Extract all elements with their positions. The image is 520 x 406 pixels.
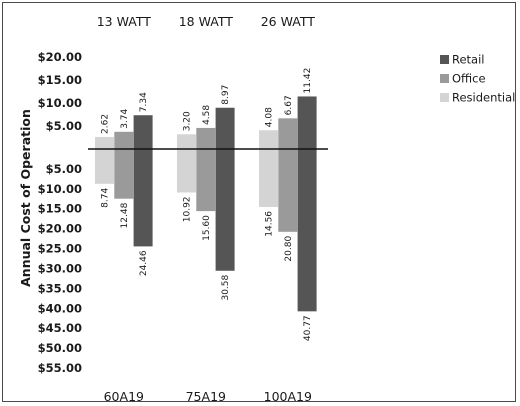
data-label-retail-75a19-negative: 30.58 xyxy=(221,274,231,300)
y-tick-label: $20.00 xyxy=(38,50,82,64)
wattage-labels: 13 WATT 18 WATT 26 WATT xyxy=(97,14,316,29)
category-label-75a19: 75A19 xyxy=(186,389,226,404)
data-label-office-75a19-negative: 15.60 xyxy=(202,215,212,241)
bar-retail-75a19-positive xyxy=(215,107,235,149)
legend-label-office: Office xyxy=(452,72,486,86)
legend-label-residential: Residential xyxy=(452,91,515,105)
y-tick-label: $40.00 xyxy=(38,301,82,315)
bar-office-60a19-positive xyxy=(114,131,134,149)
y-tick-label: $25.00 xyxy=(38,242,82,256)
data-label-retail-100a19-positive: 11.42 xyxy=(303,68,313,94)
data-label-office-60a19-positive: 3.74 xyxy=(120,108,130,128)
data-label-office-75a19-positive: 4.58 xyxy=(202,105,212,125)
data-labels: 2.62 8.74 3.20 10.92 4.08 14.56 3.74 12.48 4.58 1… xyxy=(101,68,314,341)
category-labels: 60A19 75A19 100A19 xyxy=(104,389,312,404)
bar-retail-60a19-negative xyxy=(133,149,153,247)
chart-frame xyxy=(2,2,516,402)
bar-residential-60a19-negative xyxy=(95,149,114,184)
bar-retail-100a19-positive xyxy=(297,96,317,149)
data-label-residential-100a19-positive: 4.08 xyxy=(265,107,275,127)
y-tick-label: $55.00 xyxy=(38,361,82,375)
y-axis-label: Annual Cost of Operation xyxy=(18,109,33,287)
data-label-residential-75a19-positive: 3.20 xyxy=(183,111,193,131)
bar-residential-100a19-negative xyxy=(259,149,278,207)
legend-swatch-retail xyxy=(440,55,449,64)
legend-label-retail: Retail xyxy=(452,53,485,67)
data-label-retail-60a19-positive: 7.34 xyxy=(139,92,149,112)
bar-office-75a19-negative xyxy=(196,149,216,212)
y-tick-label: $45.00 xyxy=(38,321,82,335)
y-tick-label: $20.00 xyxy=(38,222,82,236)
y-tick-label: $30.00 xyxy=(38,261,82,275)
data-label-retail-60a19-negative: 24.46 xyxy=(139,250,149,276)
bar-office-100a19-positive xyxy=(278,118,298,149)
bar-office-75a19-positive xyxy=(196,127,216,149)
bar-residential-75a19-negative xyxy=(177,149,196,193)
top-label-26w: 26 WATT xyxy=(261,14,316,29)
data-label-retail-100a19-negative: 40.77 xyxy=(303,315,313,341)
top-label-18w: 18 WATT xyxy=(179,14,234,29)
top-label-13w: 13 WATT xyxy=(97,14,152,29)
category-label-100a19: 100A19 xyxy=(264,389,312,404)
bar-residential-75a19-positive xyxy=(177,134,196,149)
y-tick-label: $10.00 xyxy=(38,182,82,196)
data-label-residential-60a19-positive: 2.62 xyxy=(101,114,111,134)
bar-retail-75a19-negative xyxy=(215,149,235,271)
data-label-residential-60a19-negative: 8.74 xyxy=(101,188,111,208)
y-tick-label: $5.00 xyxy=(46,162,82,176)
bar-retail-100a19-negative xyxy=(297,149,317,312)
bar-retail-60a19-positive xyxy=(133,115,153,149)
data-label-residential-100a19-negative: 14.56 xyxy=(265,211,275,237)
data-label-retail-75a19-positive: 8.97 xyxy=(221,85,231,105)
bar-office-60a19-negative xyxy=(114,149,134,199)
bar-office-100a19-negative xyxy=(278,149,298,232)
legend-swatch-office xyxy=(440,74,449,83)
y-tick-label: $15.00 xyxy=(38,202,82,216)
data-label-office-100a19-negative: 20.80 xyxy=(284,236,294,262)
y-tick-label: $10.00 xyxy=(38,96,82,110)
y-tick-label: $35.00 xyxy=(38,281,82,295)
bar-residential-100a19-positive xyxy=(259,130,278,149)
bar-residential-60a19-positive xyxy=(95,136,114,149)
category-label-60a19: 60A19 xyxy=(104,389,144,404)
data-label-office-60a19-negative: 12.48 xyxy=(120,202,130,228)
y-tick-label: $15.00 xyxy=(38,73,82,87)
bars xyxy=(95,96,317,312)
legend-swatch-residential xyxy=(440,93,449,102)
data-label-residential-75a19-negative: 10.92 xyxy=(183,196,193,222)
y-axis-ticks: $20.00 $15.00 $10.00 $5.00 $5.00 $10.00 $15.00… xyxy=(38,50,82,375)
data-label-office-100a19-positive: 6.67 xyxy=(284,95,294,115)
y-tick-label: $5.00 xyxy=(46,119,82,133)
y-tick-label: $50.00 xyxy=(38,341,82,355)
legend: Retail Office Residential xyxy=(440,53,515,105)
